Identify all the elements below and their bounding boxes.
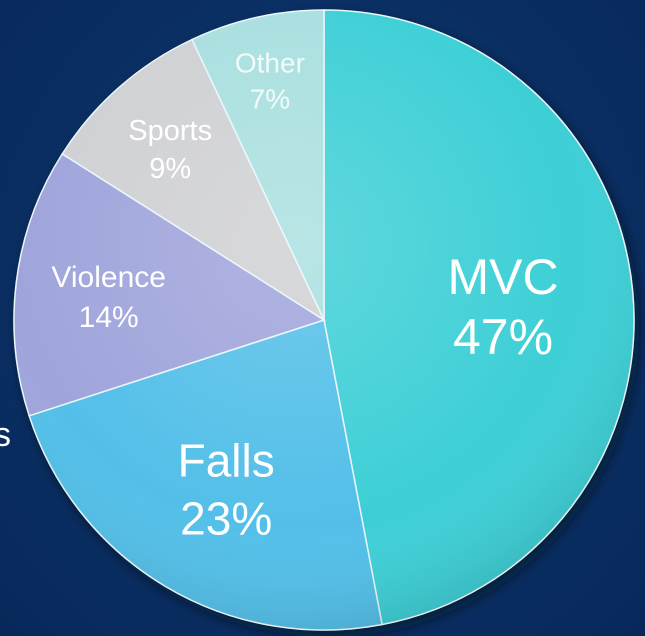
slice-label-mvc: MVC xyxy=(447,249,558,305)
slice-value-other: 7% xyxy=(250,84,290,115)
edge-text: s xyxy=(0,416,11,454)
slice-value-falls: 23% xyxy=(180,493,272,545)
slice-label-violence: Violence xyxy=(51,261,166,294)
slice-value-violence: 14% xyxy=(79,301,139,334)
slice-label-sports: Sports xyxy=(128,115,212,147)
slice-label-other: Other xyxy=(235,48,305,79)
slice-label-falls: Falls xyxy=(178,435,275,487)
slice-value-sports: 9% xyxy=(149,153,191,185)
slice-value-mvc: 47% xyxy=(453,309,553,365)
